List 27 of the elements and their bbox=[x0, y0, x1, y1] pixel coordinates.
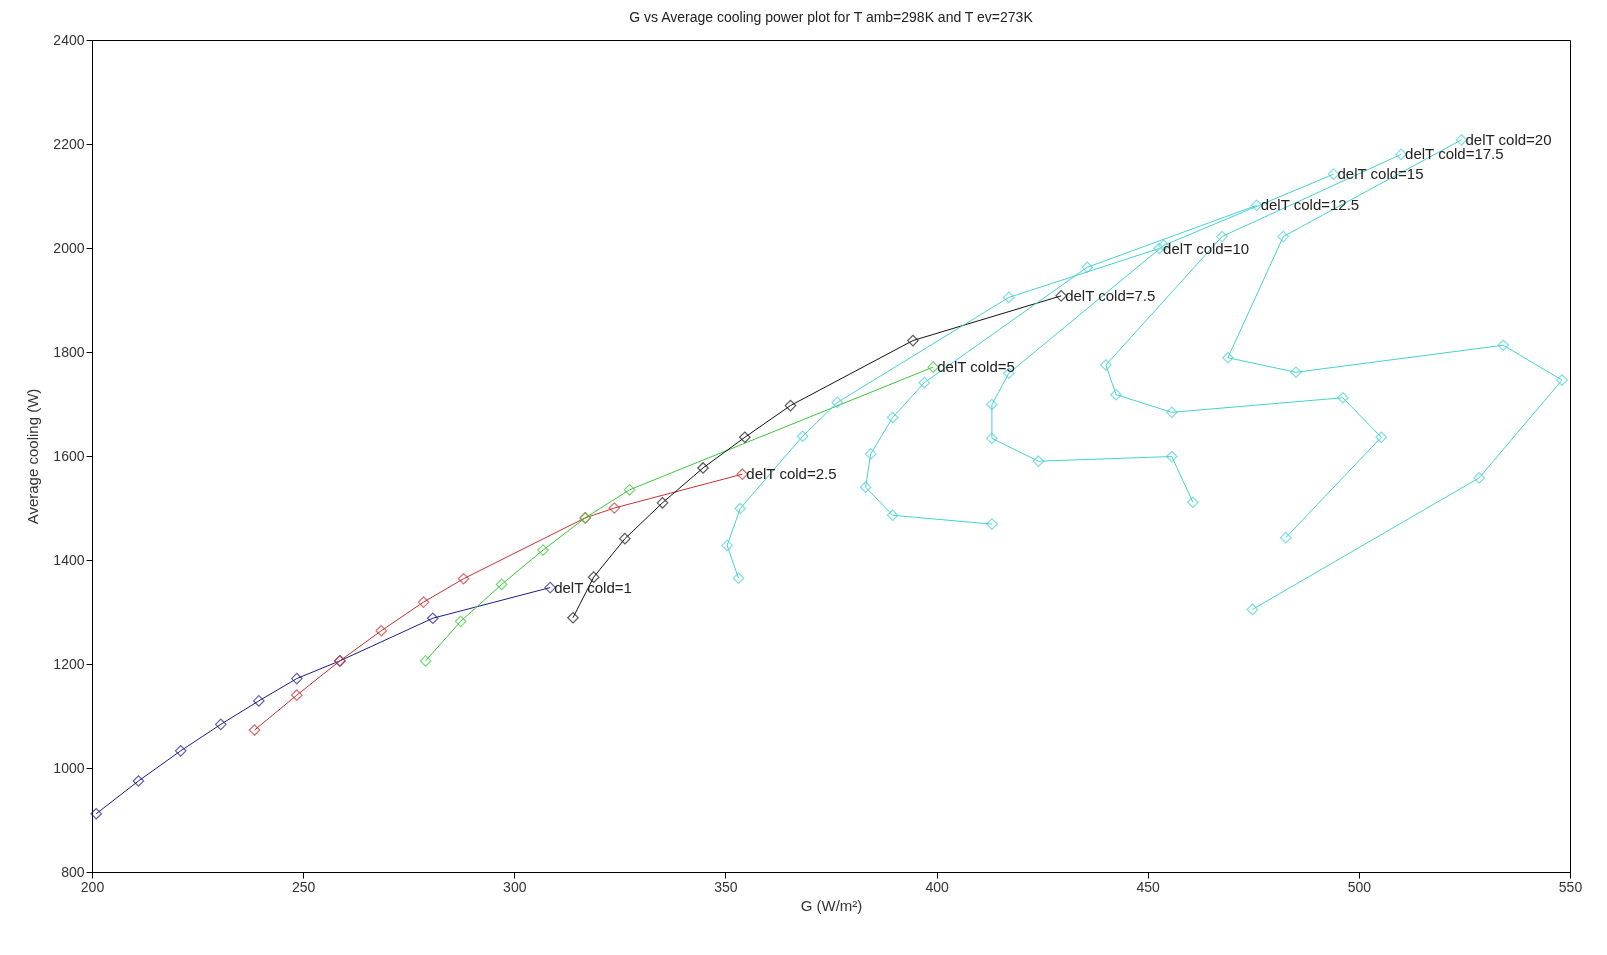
chart-title: G vs Average cooling power plot for T amb=298K and T ev=273K bbox=[629, 9, 1034, 25]
y-tick-label: 1400 bbox=[53, 551, 85, 568]
annotation: delT cold=17.5 bbox=[1405, 145, 1504, 163]
y-tick-label: 800 bbox=[61, 863, 85, 880]
y-tick-label: 2200 bbox=[53, 135, 85, 152]
annotation: delT cold=20 bbox=[1465, 130, 1552, 148]
y-tick-label: 1200 bbox=[53, 655, 85, 672]
x-tick-label: 200 bbox=[80, 878, 105, 895]
annotation: delT cold=2.5 bbox=[746, 465, 837, 483]
y-tick-label: 1000 bbox=[53, 759, 85, 776]
annotation: delT cold=1 bbox=[554, 578, 632, 596]
x-tick-label: 400 bbox=[925, 878, 949, 895]
annotation: delT cold=7.5 bbox=[1065, 286, 1156, 304]
x-tick-label: 450 bbox=[1136, 878, 1161, 895]
x-tick-label: 250 bbox=[291, 878, 316, 895]
y-axis-title: Average cooling (W) bbox=[24, 388, 42, 525]
y-tick-label: 1600 bbox=[53, 447, 85, 464]
x-tick-label: 500 bbox=[1347, 878, 1372, 895]
x-tick-label: 350 bbox=[714, 878, 738, 895]
x-tick-label: 550 bbox=[1558, 878, 1583, 895]
x-axis-title: G (W/m²) bbox=[800, 896, 863, 914]
y-tick-label: 2000 bbox=[53, 239, 85, 256]
y-tick-label: 2400 bbox=[53, 31, 85, 48]
annotation: delT cold=5 bbox=[937, 358, 1015, 376]
y-tick-label: 1800 bbox=[53, 343, 85, 360]
x-tick-label: 300 bbox=[503, 878, 527, 895]
annotation: delT cold=10 bbox=[1163, 239, 1250, 257]
